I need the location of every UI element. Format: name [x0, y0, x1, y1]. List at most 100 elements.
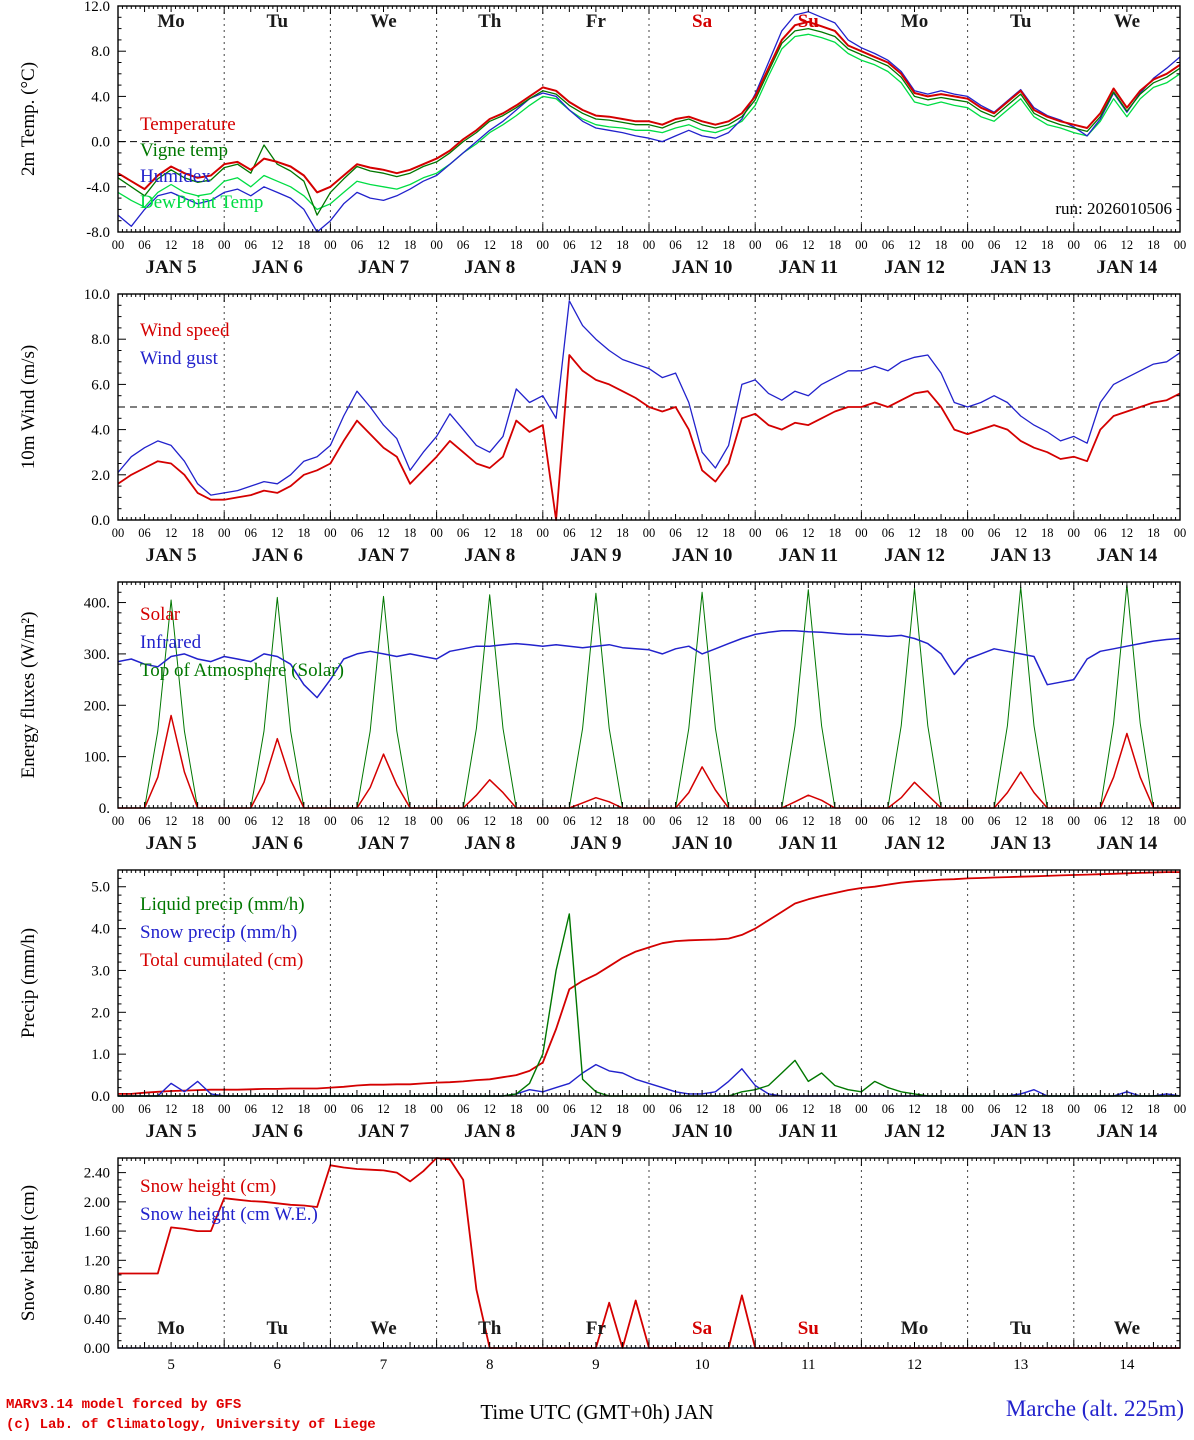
- y-tick-label: 0.: [99, 801, 110, 817]
- x-hour-label: 18: [1147, 526, 1160, 540]
- weekday-label: Th: [478, 1318, 502, 1339]
- y-tick-label: 0.0: [91, 513, 110, 529]
- x-hour-label: 12: [271, 526, 284, 540]
- x-hour-label: 06: [138, 814, 151, 828]
- x-hour-label: 06: [563, 814, 576, 828]
- x-hour-label: 12: [908, 814, 921, 828]
- x-hour-label: 06: [563, 526, 576, 540]
- x-hour-label: 06: [457, 814, 470, 828]
- x-hour-label: 18: [722, 238, 735, 252]
- x-hour-label: 12: [696, 1102, 709, 1116]
- x-hour-label: 12: [165, 238, 178, 252]
- y-tick-label: -8.0: [86, 225, 110, 241]
- day-label: JAN 6: [252, 257, 303, 278]
- x-hour-label: 00: [1174, 238, 1187, 252]
- x-hour-label: 06: [457, 1102, 470, 1116]
- legend-wind-speed: Wind speed: [140, 320, 230, 341]
- day-label: JAN 6: [252, 833, 303, 854]
- y-tick-label: 300.: [84, 647, 110, 663]
- x-hour-label: 12: [1014, 1102, 1027, 1116]
- x-hour-label: 06: [457, 526, 470, 540]
- x-hour-label: 00: [218, 526, 231, 540]
- x-hour-label: 18: [404, 238, 417, 252]
- x-hour-label: 00: [1174, 814, 1187, 828]
- x-hour-label: 12: [377, 814, 390, 828]
- x-hour-label: 18: [829, 526, 842, 540]
- x-hour-label: 18: [829, 1102, 842, 1116]
- y-tick-label: 1.20: [84, 1253, 110, 1269]
- day-label: JAN 12: [884, 1121, 945, 1142]
- x-hour-label: 00: [961, 814, 974, 828]
- x-hour-label: 12: [696, 238, 709, 252]
- x-hour-label: 00: [537, 238, 550, 252]
- x-hour-label: 06: [245, 238, 258, 252]
- weekday-label: Mo: [157, 11, 184, 32]
- x-hour-label: 12: [802, 1102, 815, 1116]
- x-hour-label: 18: [616, 1102, 629, 1116]
- day-label: JAN 5: [145, 545, 196, 566]
- legend-snow-height-cm-w-e: Snow height (cm W.E.): [140, 1204, 318, 1225]
- x-hour-label: 00: [324, 526, 337, 540]
- y-tick-label: 0.40: [84, 1312, 110, 1328]
- y-tick-label: 0.0: [91, 1089, 110, 1105]
- x-hour-label: 00: [749, 526, 762, 540]
- y-tick-label: 5.0: [91, 880, 110, 896]
- day-label: JAN 10: [672, 833, 733, 854]
- x-hour-label: 12: [802, 238, 815, 252]
- weekday-label: Su: [798, 1318, 820, 1339]
- x-hour-label: 06: [351, 1102, 364, 1116]
- x-hour-label: 00: [112, 526, 125, 540]
- day-label: JAN 6: [252, 1121, 303, 1142]
- weekday-label: Fr: [586, 11, 607, 32]
- panel-snow-height: 0.00 0.40 0.80 1.20 1.60 2.00 2.40 5 6 7 8 9 10 11 12 1…: [0, 1152, 1194, 1392]
- x-hour-label: 18: [1041, 1102, 1054, 1116]
- x-hour-label: 00: [324, 238, 337, 252]
- series-dewpoint-temp: [117, 33, 1181, 211]
- day-label: JAN 14: [1097, 545, 1158, 566]
- x-hour-label: 06: [776, 814, 789, 828]
- x-hour-label: 18: [616, 814, 629, 828]
- y-tick-label: 2.0: [91, 468, 110, 484]
- run-label: run: 2026010506: [1055, 199, 1172, 218]
- y-axis-title: Precip (mm/h): [18, 928, 39, 1038]
- x-hour-label: 12: [908, 1102, 921, 1116]
- x-hour-label: 12: [483, 526, 496, 540]
- x-hour-label: 18: [1041, 814, 1054, 828]
- weekday-label: Th: [478, 11, 502, 32]
- x-hour-label: 06: [669, 814, 682, 828]
- legend-wind-gust: Wind gust: [140, 348, 219, 369]
- x-hour-label: 18: [616, 526, 629, 540]
- x-hour-label: 12: [590, 1102, 603, 1116]
- x-hour-label: 00: [430, 814, 443, 828]
- x-hour-label: 06: [988, 1102, 1001, 1116]
- y-tick-label: 2.00: [84, 1195, 110, 1211]
- x-hour-label: 18: [1147, 814, 1160, 828]
- day-label: JAN 9: [570, 1121, 621, 1142]
- x-hour-label: 12: [590, 526, 603, 540]
- x-hour-label: 12: [1121, 238, 1134, 252]
- x-hour-label: 18: [404, 526, 417, 540]
- x-hour-label: 06: [1094, 814, 1107, 828]
- x-hour-label: 06: [882, 238, 895, 252]
- x-hour-label: 00: [1068, 238, 1081, 252]
- x-hour-label: 06: [351, 238, 364, 252]
- day-label: JAN 9: [570, 833, 621, 854]
- day-label: JAN 9: [570, 257, 621, 278]
- x-hour-label: 18: [191, 1102, 204, 1116]
- x-hour-label: 12: [377, 1102, 390, 1116]
- day-number-label: 5: [167, 1357, 175, 1373]
- chart-10m-wind: 0.0 2.0 4.0 6.0 8.0 10.0 00 06 12 18 00 06 12 18 00 06 1…: [18, 288, 1186, 566]
- x-hour-label: 12: [908, 238, 921, 252]
- weekday-label: Mo: [901, 11, 928, 32]
- x-hour-label: 00: [1068, 1102, 1081, 1116]
- series-infrared: [117, 630, 1181, 699]
- day-label: JAN 13: [990, 833, 1051, 854]
- weekday-label: Su: [798, 11, 820, 32]
- weekday-label: Mo: [901, 1318, 928, 1339]
- x-hour-label: 18: [510, 814, 523, 828]
- x-hour-label: 00: [961, 238, 974, 252]
- weekday-label: We: [1114, 11, 1140, 32]
- x-hour-label: 18: [404, 1102, 417, 1116]
- x-hour-label: 12: [590, 238, 603, 252]
